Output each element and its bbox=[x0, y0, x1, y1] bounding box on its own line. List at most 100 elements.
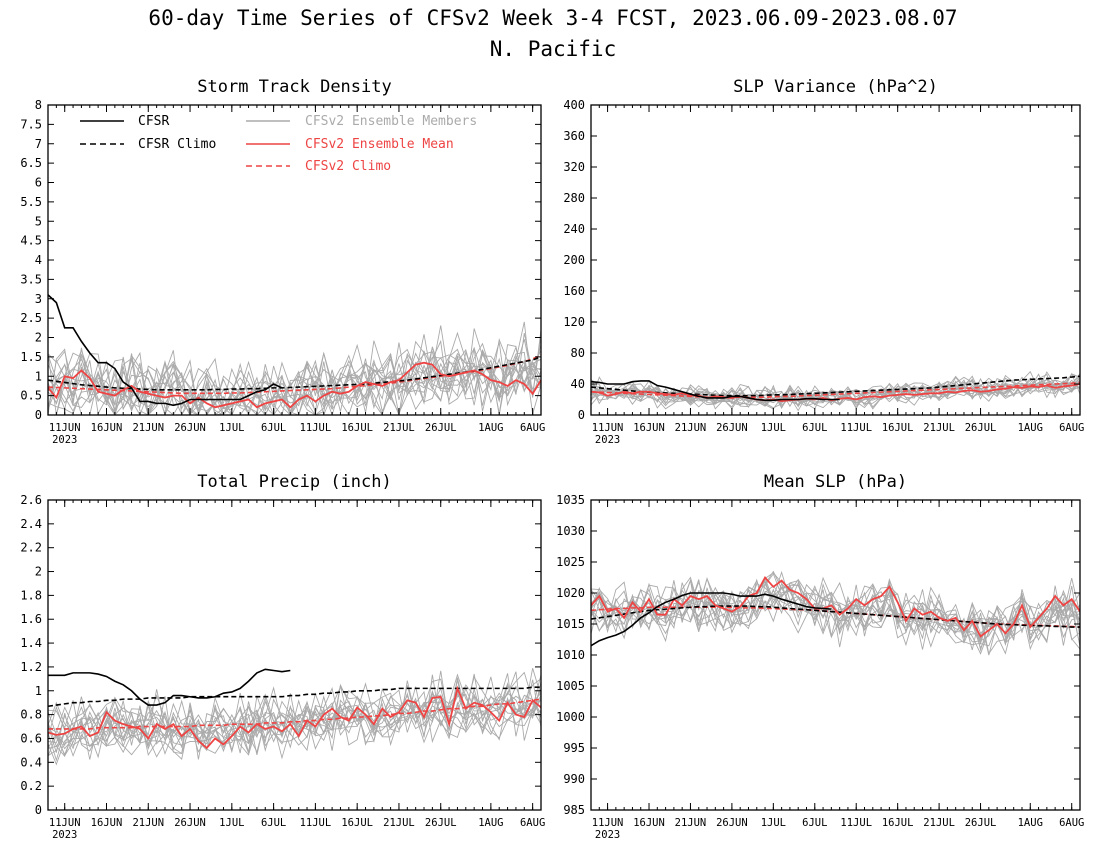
y-tick-label: 1025 bbox=[556, 555, 585, 569]
x-tick-label: 26JUN bbox=[174, 817, 206, 829]
y-tick-label: 1.4 bbox=[20, 636, 42, 650]
y-tick-label: 2.2 bbox=[20, 541, 42, 555]
x-tick-label: 6JUL bbox=[261, 817, 286, 829]
x-tick-label: 21JUL bbox=[383, 422, 415, 434]
ensemble-member-line bbox=[48, 352, 541, 415]
y-tick-label: 2.6 bbox=[20, 493, 42, 507]
x-tick-label: 26JUL bbox=[965, 422, 997, 434]
y-tick-label: 0.6 bbox=[20, 731, 42, 745]
figure-title-line2: N. Pacific bbox=[490, 37, 616, 61]
y-tick-label: 4.5 bbox=[20, 234, 42, 248]
y-tick-label: 400 bbox=[563, 98, 585, 112]
cfsr-climo-line bbox=[48, 356, 541, 391]
ensemble-members bbox=[48, 668, 541, 766]
x-tick-label: 1JUL bbox=[219, 817, 244, 829]
cfsr-line bbox=[48, 668, 291, 706]
panel-title: Storm Track Density bbox=[197, 77, 391, 97]
x-tick-label: 11JUN bbox=[592, 422, 624, 434]
x-tick-label: 16JUN bbox=[633, 817, 665, 829]
cfsv2-climo-line bbox=[48, 698, 541, 730]
x-tick-label: 21JUN bbox=[675, 817, 707, 829]
cfsr-climo-line bbox=[591, 375, 1080, 397]
ensemble-member-line bbox=[591, 577, 1080, 649]
x-tick-label: 6AUG bbox=[1059, 817, 1084, 829]
legend-label: CFSR Climo bbox=[138, 137, 216, 152]
y-tick-label: 40 bbox=[571, 377, 585, 391]
y-tick-label: 280 bbox=[563, 191, 585, 205]
x-tick-label: 11JUL bbox=[840, 422, 872, 434]
x-tick-label: 26JUN bbox=[716, 422, 748, 434]
y-tick-label: 1010 bbox=[556, 648, 585, 662]
panel-title: Mean SLP (hPa) bbox=[764, 472, 907, 492]
ensemble-members bbox=[591, 370, 1080, 412]
x-tick-label: 11JUN bbox=[592, 817, 624, 829]
legend-label: CFSv2 Ensemble Mean bbox=[305, 137, 454, 152]
x-tick-label: 11JUL bbox=[300, 422, 332, 434]
x-tick-label: 26JUN bbox=[716, 817, 748, 829]
x-tick-label: 16JUN bbox=[91, 817, 123, 829]
x-tick-label: 6JUL bbox=[802, 817, 827, 829]
x-tick-label: 6JUL bbox=[261, 422, 286, 434]
y-tick-label: 0.5 bbox=[20, 389, 42, 403]
y-tick-label: 1030 bbox=[556, 524, 585, 538]
ensemble-member-line bbox=[48, 688, 541, 760]
legend-label: CFSv2 Ensemble Members bbox=[305, 114, 477, 129]
y-tick-label: 2 bbox=[35, 331, 42, 345]
y-tick-label: 2.4 bbox=[20, 517, 42, 531]
cfsr-line bbox=[591, 380, 840, 402]
y-tick-label: 4 bbox=[35, 253, 42, 267]
ensemble-member-line bbox=[48, 339, 541, 415]
y-tick-label: 0.4 bbox=[20, 755, 42, 769]
y-tick-label: 120 bbox=[563, 315, 585, 329]
y-tick-label: 1020 bbox=[556, 586, 585, 600]
ensemble-member-line bbox=[48, 670, 541, 760]
y-tick-label: 5 bbox=[35, 214, 42, 228]
x-tick-label: 16JUL bbox=[341, 422, 373, 434]
y-tick-label: 1.8 bbox=[20, 588, 42, 602]
x-tick-label: 6JUL bbox=[802, 422, 827, 434]
y-tick-label: 7 bbox=[35, 137, 42, 151]
y-tick-label: 6.5 bbox=[20, 156, 42, 170]
x-tick-label: 11JUL bbox=[840, 817, 872, 829]
y-tick-label: 990 bbox=[563, 772, 585, 786]
y-tick-label: 1.6 bbox=[20, 612, 42, 626]
y-tick-label: 0 bbox=[578, 408, 585, 422]
y-tick-label: 0 bbox=[35, 803, 42, 817]
x-tick-label: 16JUL bbox=[882, 817, 914, 829]
panel-title: SLP Variance (hPa^2) bbox=[733, 77, 938, 97]
x-tick-label: 16JUL bbox=[341, 817, 373, 829]
y-tick-label: 3.5 bbox=[20, 272, 42, 286]
y-tick-label: 80 bbox=[571, 346, 585, 360]
x-tick-label: 1JUL bbox=[761, 817, 786, 829]
x-tick-label: 6AUG bbox=[520, 422, 545, 434]
x-tick-label: 21JUL bbox=[923, 817, 955, 829]
x-tick-label: 26JUN bbox=[174, 422, 206, 434]
y-tick-label: 0 bbox=[35, 408, 42, 422]
x-tick-label: 6AUG bbox=[520, 817, 545, 829]
y-tick-label: 1.5 bbox=[20, 350, 42, 364]
panel-1: Storm Track Density 0 0.5 1 1.5 2 2.5 3 3.5 4 4.5 5… bbox=[20, 77, 545, 446]
y-tick-label: 1005 bbox=[556, 679, 585, 693]
y-tick-label: 0.2 bbox=[20, 779, 42, 793]
panel-title: Total Precip (inch) bbox=[197, 472, 391, 492]
x-tick-year: 2023 bbox=[52, 829, 77, 841]
x-tick-label: 21JUL bbox=[383, 817, 415, 829]
x-tick-label: 1JUL bbox=[761, 422, 786, 434]
x-tick-label: 26JUL bbox=[425, 422, 457, 434]
x-tick-label: 16JUN bbox=[633, 422, 665, 434]
y-tick-label: 240 bbox=[563, 222, 585, 236]
y-tick-label: 6 bbox=[35, 176, 42, 190]
x-tick-label: 6AUG bbox=[1059, 422, 1084, 434]
y-tick-label: 7.5 bbox=[20, 117, 42, 131]
ensemble-member-line bbox=[591, 372, 1080, 409]
x-tick-label: 21JUN bbox=[675, 422, 707, 434]
ensemble-member-line bbox=[48, 673, 541, 760]
panel-3: Total Precip (inch) 0 0.2 0.4 0.6 0.8 1 1.2 1.4 1… bbox=[20, 472, 545, 841]
x-tick-label: 1AUG bbox=[1018, 817, 1043, 829]
y-tick-label: 160 bbox=[563, 284, 585, 298]
y-tick-label: 2.5 bbox=[20, 311, 42, 325]
y-tick-label: 1 bbox=[35, 684, 42, 698]
x-tick-year: 2023 bbox=[595, 829, 620, 841]
cfsv2-ensemble-mean-line bbox=[591, 575, 1080, 638]
